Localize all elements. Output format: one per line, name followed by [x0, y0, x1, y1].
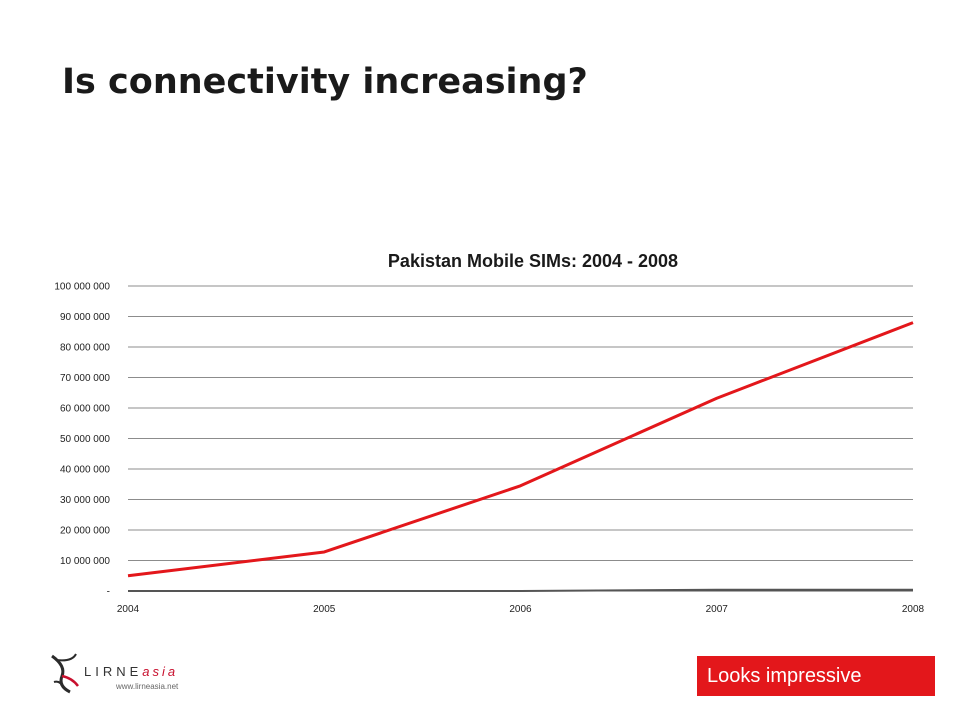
x-tick-label: 2007: [706, 604, 729, 615]
lirneasia-logo: LIRNEasia www.lirneasia.net: [48, 652, 198, 702]
logo-wordmark: LIRNEasia: [84, 664, 178, 679]
chart-gridlines: [128, 285, 913, 561]
x-axis-tick-labels: 2004 2005 2006 2007 2008: [117, 604, 925, 615]
logo-url: www.lirneasia.net: [116, 682, 179, 691]
y-tick-label: 90 000 000: [60, 312, 110, 323]
y-tick-label: 60 000 000: [60, 404, 110, 415]
logo-wordmark-accent: asia: [142, 664, 179, 679]
y-tick-label: 20 000 000: [60, 526, 110, 537]
logo-wordmark-main: LIRNE: [84, 664, 143, 679]
x-tick-label: 2005: [313, 604, 336, 615]
y-tick-label: 30 000 000: [60, 495, 110, 506]
x-tick-label: 2008: [902, 604, 925, 615]
y-tick-label: 70 000 000: [60, 373, 110, 384]
series-line-secondary: [128, 588, 913, 592]
y-tick-label: 80 000 000: [60, 343, 110, 354]
y-axis-tick-labels: - 10 000 000 20 000 000 30 000 000 40 000 00…: [54, 282, 110, 598]
y-tick-label: 50 000 000: [60, 434, 110, 445]
x-tick-label: 2004: [117, 604, 140, 615]
series-line-main: [127, 321, 914, 578]
callout-box: Looks impressive: [697, 656, 935, 696]
y-tick-label: 100 000 000: [54, 282, 110, 293]
y-tick-label: 10 000 000: [60, 556, 110, 567]
y-tick-label: 40 000 000: [60, 465, 110, 476]
y-tick-label: -: [107, 587, 110, 598]
lirneasia-logo-icon: [51, 653, 79, 694]
chart-title: Pakistan Mobile SIMs: 2004 - 2008: [387, 251, 679, 271]
x-tick-label: 2006: [509, 604, 532, 615]
chart-series: [127, 321, 914, 592]
slide-title: Is connectivity increasing?: [62, 62, 588, 102]
